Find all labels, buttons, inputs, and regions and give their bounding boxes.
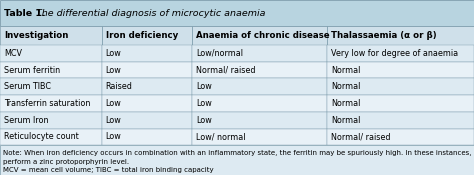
Text: Investigation: Investigation	[4, 31, 68, 40]
Text: Low: Low	[106, 116, 121, 125]
Text: Normal/ raised: Normal/ raised	[196, 66, 255, 75]
Bar	[327, 26, 474, 45]
Text: Note: When iron deficiency occurs in combination with an inflammatory state, the: Note: When iron deficiency occurs in com…	[3, 150, 474, 156]
Text: Normal: Normal	[331, 99, 360, 108]
Bar	[0, 129, 102, 145]
Text: Low: Low	[106, 99, 121, 108]
Bar	[192, 112, 327, 129]
Text: Low/normal: Low/normal	[196, 49, 243, 58]
Bar	[0, 95, 102, 112]
Bar	[0, 45, 102, 62]
Bar	[192, 78, 327, 95]
Text: Low: Low	[196, 82, 211, 91]
Bar	[192, 45, 327, 62]
Bar	[102, 78, 192, 95]
Text: Iron deficiency: Iron deficiency	[106, 31, 178, 40]
Bar	[327, 129, 474, 145]
Bar	[327, 62, 474, 78]
Bar	[102, 95, 192, 112]
Text: perform a zinc protoporphyrin level.: perform a zinc protoporphyrin level.	[3, 159, 129, 165]
Text: Transferrin saturation: Transferrin saturation	[4, 99, 90, 108]
Text: Low: Low	[106, 49, 121, 58]
Text: Low: Low	[106, 66, 121, 75]
Bar	[102, 112, 192, 129]
Bar	[327, 45, 474, 62]
Bar	[192, 129, 327, 145]
Text: Serum TIBC: Serum TIBC	[4, 82, 51, 91]
Text: Low: Low	[196, 116, 211, 125]
Text: MCV: MCV	[4, 49, 22, 58]
Text: Thalassaemia (α or β): Thalassaemia (α or β)	[331, 31, 437, 40]
Bar	[327, 95, 474, 112]
Text: The differential diagnosis of microcytic anaemia: The differential diagnosis of microcytic…	[33, 9, 266, 18]
Bar	[102, 129, 192, 145]
Text: Low: Low	[106, 132, 121, 141]
Text: Very low for degree of anaemia: Very low for degree of anaemia	[331, 49, 458, 58]
Text: MCV = mean cell volume; TIBC = total iron binding capacity: MCV = mean cell volume; TIBC = total iro…	[3, 167, 213, 173]
Bar	[192, 26, 327, 45]
Text: Normal/ raised: Normal/ raised	[331, 132, 391, 141]
Bar	[327, 112, 474, 129]
Text: Anaemia of chronic disease: Anaemia of chronic disease	[196, 31, 329, 40]
Bar	[0, 26, 102, 45]
Text: Table 1.: Table 1.	[4, 9, 46, 18]
Text: Normal: Normal	[331, 116, 360, 125]
Bar	[0, 62, 102, 78]
Bar	[0, 112, 102, 129]
Bar	[192, 95, 327, 112]
Bar	[0, 145, 474, 175]
Text: Normal: Normal	[331, 82, 360, 91]
Text: Raised: Raised	[106, 82, 133, 91]
Bar	[0, 0, 474, 26]
Text: Low: Low	[196, 99, 211, 108]
Text: Low/ normal: Low/ normal	[196, 132, 245, 141]
Bar	[102, 45, 192, 62]
Text: Serum Iron: Serum Iron	[4, 116, 48, 125]
Bar	[0, 78, 102, 95]
Bar	[102, 62, 192, 78]
Bar	[192, 62, 327, 78]
Bar	[327, 78, 474, 95]
Text: Reticulocyte count: Reticulocyte count	[4, 132, 79, 141]
Text: Serum ferritin: Serum ferritin	[4, 66, 60, 75]
Text: Normal: Normal	[331, 66, 360, 75]
Bar	[102, 26, 192, 45]
